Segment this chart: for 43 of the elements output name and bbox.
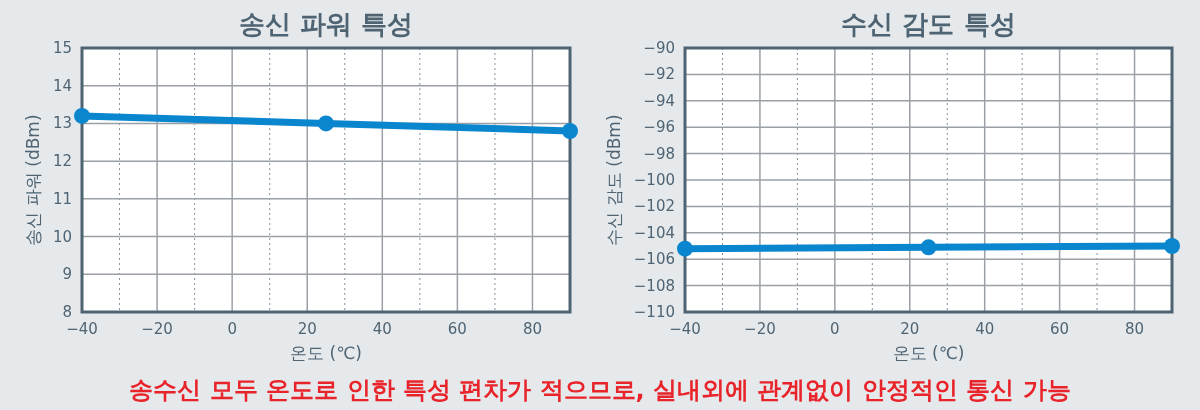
y-tick-label: 12: [52, 152, 72, 171]
x-tick-label: −40: [66, 320, 98, 338]
x-tick-label: 80: [1124, 320, 1145, 338]
x-tick-label: 20: [900, 320, 920, 338]
y-tick-label: −110: [633, 303, 675, 321]
x-tick-label: 80: [522, 320, 543, 338]
point: [318, 115, 334, 132]
y-tick-label: −90: [643, 39, 675, 57]
y-tick-label: 10: [52, 227, 72, 246]
x-tick-label: 20: [297, 320, 317, 338]
y-tick-label: 13: [52, 114, 72, 133]
x-tick-label: 60: [447, 320, 467, 338]
y-tick-label: −108: [633, 276, 675, 295]
y-tick-label: 9: [62, 265, 72, 284]
x-tick-label: 0: [227, 320, 237, 338]
y-tick-label: 14: [52, 76, 72, 95]
chart-title: 송신 파워 특성: [238, 9, 414, 39]
y-tick-label: −98: [643, 144, 675, 163]
chart-title: 수신 감도 특성: [841, 9, 1016, 39]
point: [74, 107, 90, 124]
y-tick-label: 15: [52, 39, 72, 57]
y-tick-label: −96: [643, 118, 675, 137]
y-tick-label: −94: [643, 91, 675, 110]
x-tick-label: 60: [1050, 320, 1070, 338]
y-tick-label: −104: [633, 223, 675, 242]
y-tick-label: 11: [52, 189, 72, 208]
text: 송수신 모두 온도로 인한 특성 편차가 적으므로, 실내외에 관계없이 안정적인 통신 가능: [129, 376, 1071, 404]
y-tick-label: −102: [633, 197, 675, 216]
x-tick-label: −40: [669, 320, 701, 338]
x-tick-label: 40: [372, 320, 392, 338]
x-axis-title: 온도 (℃): [892, 343, 965, 363]
x-tick-label: −20: [744, 320, 776, 338]
y-axis-title: 송신 파워 (dBm): [22, 114, 43, 246]
y-tick-label: 8: [62, 303, 72, 321]
y-tick-label: −100: [633, 171, 675, 189]
y-axis-title: 수신 감도 (dBm): [603, 114, 624, 246]
point: [562, 122, 578, 139]
x-tick-label: 0: [830, 320, 840, 338]
x-tick-label: 40: [975, 320, 995, 338]
y-tick-label: −106: [633, 250, 675, 269]
y-tick-label: −92: [643, 65, 675, 84]
x-axis-title: 온도 (℃): [290, 343, 362, 363]
x-tick-label: −20: [141, 320, 173, 338]
